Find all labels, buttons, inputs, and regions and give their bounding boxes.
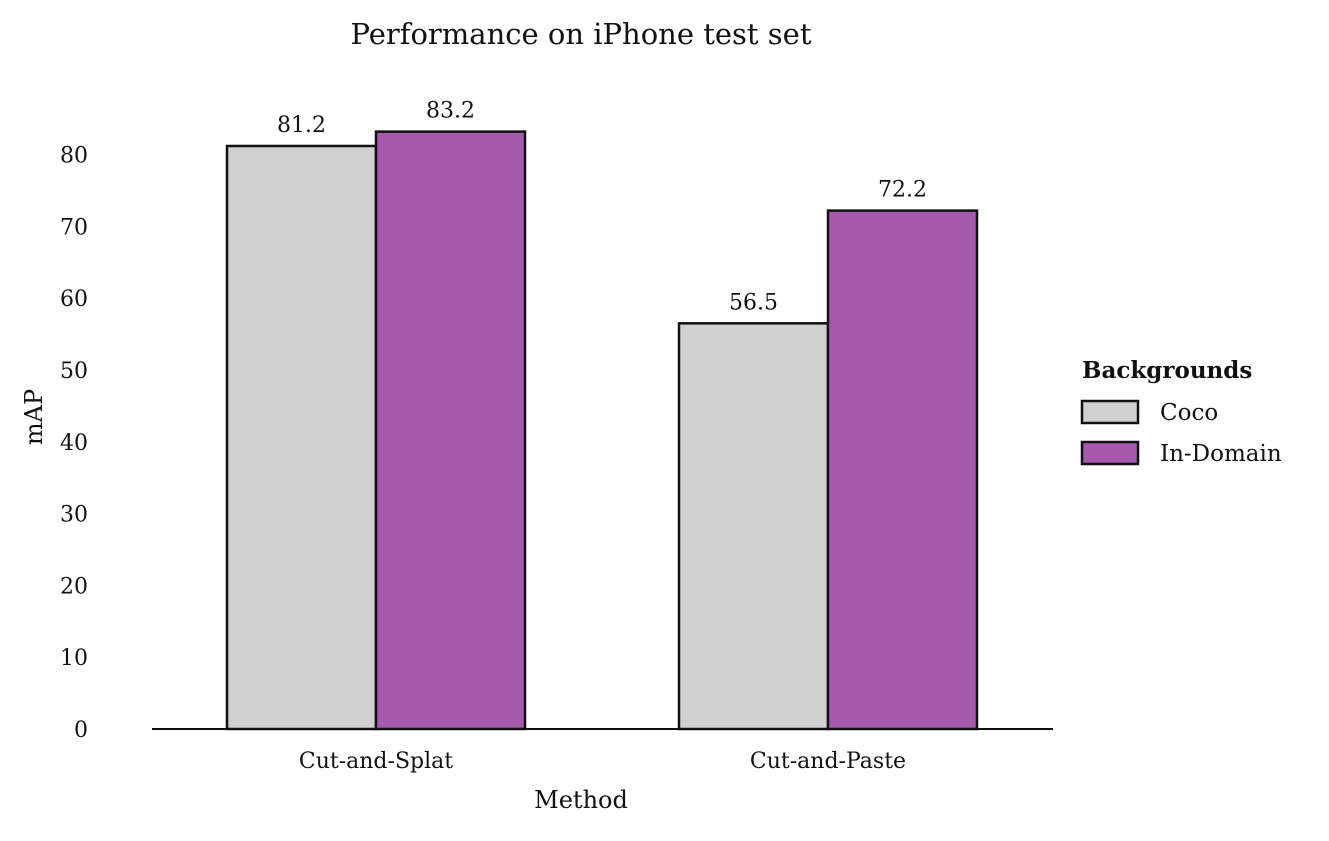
bars-group bbox=[225, 130, 979, 731]
legend-label: Coco bbox=[1160, 400, 1218, 426]
y-axis-label: mAP bbox=[20, 389, 48, 445]
y-tick-label: 0 bbox=[74, 718, 88, 743]
legend-label: In-Domain bbox=[1160, 441, 1282, 467]
x-tick-label: Cut-and-Splat bbox=[299, 749, 453, 774]
y-tick-label: 70 bbox=[60, 215, 88, 240]
bar-value-label: 72.2 bbox=[878, 178, 927, 203]
bar-value-label: 83.2 bbox=[426, 99, 475, 124]
y-tick-label: 50 bbox=[60, 359, 88, 384]
x-axis-label: Method bbox=[534, 786, 628, 814]
y-tick-label: 80 bbox=[60, 144, 88, 169]
y-tick-label: 20 bbox=[60, 574, 88, 599]
bar-in-domain-0 bbox=[374, 130, 527, 731]
y-tick-label: 10 bbox=[60, 646, 88, 671]
bar-in-domain-1 bbox=[826, 209, 979, 731]
bar-value-label: 81.2 bbox=[277, 113, 326, 138]
y-tick-label: 40 bbox=[60, 431, 88, 456]
x-axis-ticks: Cut-and-Splat Cut-and-Paste bbox=[299, 749, 906, 774]
chart-title: Performance on iPhone test set bbox=[351, 17, 812, 51]
legend-swatch bbox=[1080, 440, 1140, 466]
bar-value-label: 56.5 bbox=[729, 290, 778, 315]
value-labels-group: 81.2 56.5 83.2 72.2 bbox=[277, 99, 927, 316]
y-axis-ticks: 0 10 20 30 40 50 60 70 80 bbox=[60, 144, 88, 743]
legend-title: Backgrounds bbox=[1082, 357, 1252, 384]
legend: Backgrounds Coco In-Domain bbox=[1080, 357, 1282, 467]
x-tick-label: Cut-and-Paste bbox=[750, 749, 906, 774]
y-tick-label: 30 bbox=[60, 503, 88, 528]
bar-coco-1 bbox=[677, 322, 830, 731]
legend-items: Coco In-Domain bbox=[1080, 399, 1282, 467]
legend-swatch bbox=[1080, 399, 1140, 425]
y-tick-label: 60 bbox=[60, 287, 88, 312]
bar-coco-0 bbox=[225, 144, 378, 731]
